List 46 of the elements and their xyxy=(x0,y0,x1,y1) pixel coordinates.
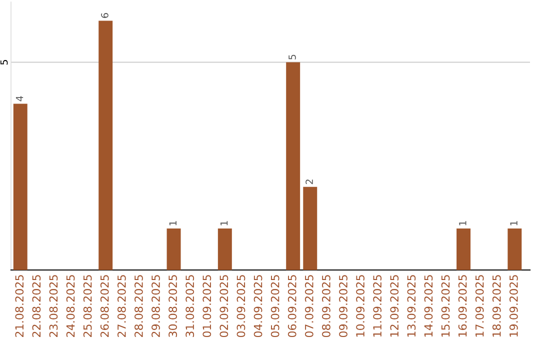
x-tick-label: 11.09.2025 xyxy=(373,275,382,337)
x-tick-label: 02.09.2025 xyxy=(220,275,228,338)
x-tick-label: 08.09.2025 xyxy=(322,275,330,338)
bar xyxy=(218,228,232,270)
data-label: 1 xyxy=(459,221,466,226)
data-label: 4 xyxy=(16,96,24,102)
x-tick-label: 05.09.2025 xyxy=(270,275,280,338)
x-tick-label: 19.09.2025 xyxy=(509,275,518,337)
x-tick-label: 21.08.2025 xyxy=(15,275,24,337)
bar xyxy=(303,186,318,270)
x-tick-label: 07.09.2025 xyxy=(304,275,314,338)
x-tick-label: 16.09.2025 xyxy=(458,275,467,337)
x-tick-label: 12.09.2025 xyxy=(390,275,399,337)
data-label: 5 xyxy=(288,54,296,60)
data-label: 1 xyxy=(510,221,518,226)
x-tick-label: 18.09.2025 xyxy=(492,275,501,337)
bar xyxy=(456,228,471,270)
x-tick-label: 10.09.2025 xyxy=(356,275,364,337)
bar xyxy=(286,62,300,270)
x-tick-label: 14.09.2025 xyxy=(424,275,433,337)
bar xyxy=(166,228,181,270)
data-label: 1 xyxy=(220,221,228,226)
x-tick-label: 06.09.2025 xyxy=(288,275,296,338)
x-tick-label: 26.08.2025 xyxy=(100,275,109,337)
bar xyxy=(98,20,113,270)
bar xyxy=(13,104,28,270)
x-tick-label: 24.08.2025 xyxy=(66,275,75,337)
data-label: 2 xyxy=(306,180,313,184)
x-tick-label: 28.08.2025 xyxy=(134,275,143,337)
x-tick-label: 31.08.2025 xyxy=(186,275,194,337)
x-tick-label: 22.08.2025 xyxy=(32,275,41,337)
x-tick-label: 13.09.2025 xyxy=(407,275,416,337)
data-label: 1 xyxy=(169,221,176,226)
x-tick-label: 27.08.2025 xyxy=(117,275,126,337)
x-tick-label: 15.09.2025 xyxy=(441,275,450,337)
x-tick-label: 17.09.2025 xyxy=(475,275,484,337)
x-tick-label: 30.08.2025 xyxy=(168,275,177,337)
bar xyxy=(508,228,522,270)
x-tick-label: 25.08.2025 xyxy=(83,275,92,337)
x-tick-label: 29.08.2025 xyxy=(152,275,160,337)
x-tick-label: 04.09.2025 xyxy=(254,275,262,338)
x-tick-label: 09.09.2025 xyxy=(339,275,348,338)
data-label: 6 xyxy=(101,13,108,18)
x-tick-label: 01.09.2025 xyxy=(202,275,212,338)
x-tick-label: 03.09.2025 xyxy=(236,275,246,338)
x-tick-label: 23.08.2025 xyxy=(49,275,58,337)
